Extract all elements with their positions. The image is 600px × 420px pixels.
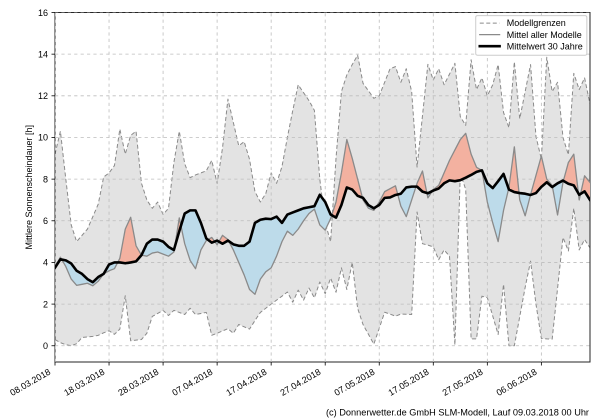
svg-text:2: 2 xyxy=(43,299,48,309)
svg-text:0: 0 xyxy=(43,341,48,351)
svg-text:14: 14 xyxy=(38,49,48,59)
svg-text:6: 6 xyxy=(43,216,48,226)
svg-text:10: 10 xyxy=(38,133,48,143)
svg-text:Mittelwert 30 Jahre: Mittelwert 30 Jahre xyxy=(507,41,583,51)
svg-text:(c) Donnerwetter.de GmbH SLM-M: (c) Donnerwetter.de GmbH SLM-Modell, Lau… xyxy=(326,408,589,418)
svg-text:Mittel aller Modelle: Mittel aller Modelle xyxy=(507,30,582,40)
svg-text:12: 12 xyxy=(38,91,48,101)
svg-text:8: 8 xyxy=(43,174,48,184)
svg-text:16: 16 xyxy=(38,8,48,18)
svg-text:Mittlere Sonnenscheindauer [h]: Mittlere Sonnenscheindauer [h] xyxy=(24,125,34,250)
svg-text:Modellgrenzen: Modellgrenzen xyxy=(507,18,566,28)
svg-text:4: 4 xyxy=(43,258,48,268)
